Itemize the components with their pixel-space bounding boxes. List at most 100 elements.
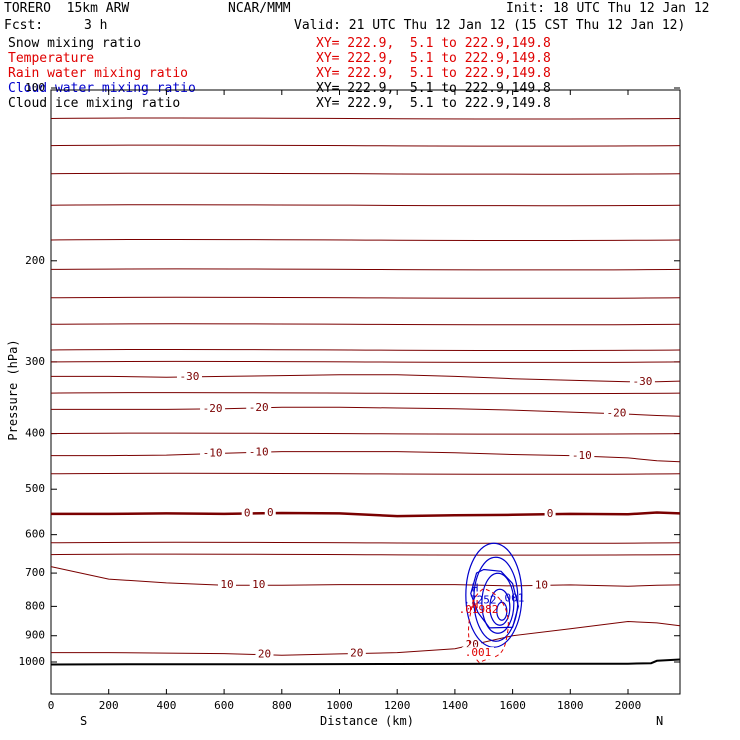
x-tick-label-2000: 2000 [615,699,642,712]
x-axis-title: Distance (km) [320,714,414,728]
isotherm-label-minus10-1: -10 [249,445,269,458]
center-title: NCAR/MMM [228,1,291,16]
rain-water-max-marker: H [472,598,479,611]
x-tick-label-400: 400 [156,699,176,712]
x-tick-label-1600: 1600 [499,699,526,712]
isotherm-label-minus20-1: -20 [249,401,269,414]
rain-water-contour-label-bg [461,647,494,660]
cloud-water-max-label: .7252 [463,594,496,607]
x-tick-label-1800: 1800 [557,699,584,712]
x-tick-label-0: 0 [48,699,55,712]
legend-cloud-water-xy: XY= 222.9, 5.1 to 222.9,149.8 [316,81,551,96]
y-axis-title: Pressure (hPa) [6,339,20,441]
isotherm-label-10-1: 10 [252,578,265,591]
background-contour-0 [50,117,681,120]
background-contour-4 [50,238,681,242]
legend-cloud-water-name: Cloud water mixing ratio [8,81,196,96]
cloud-water-outer-contour [470,568,519,629]
legend-snow-name: Snow mixing ratio [8,36,142,51]
isotherm-label-0-0: 0 [244,507,251,520]
plot-frame [50,89,681,695]
y-tick-label-400: 400 [25,427,45,440]
isotherm-label-20-1-bg [255,648,274,661]
legend-cloud-ice-xy: XY= 222.9, 5.1 to 222.9,149.8 [316,96,551,111]
isotherm-label-10-2-bg [532,579,551,592]
isotherm-0 [51,511,680,518]
x-tick-label-1400: 1400 [442,699,469,712]
background-contour-9 [50,360,681,363]
background-contour-11 [50,432,681,435]
cloud-water-contour-1 [473,556,519,642]
isotherm-label-minus30-0: -30 [180,370,200,383]
isotherm-minus30 [51,374,680,383]
legend-temperature-name: Temperature [8,51,95,66]
isotherm-label-minus30-1: -30 [632,375,652,388]
isotherm-20 [51,620,680,656]
background-contour-7 [50,323,681,326]
x-tick-label-1000: 1000 [326,699,353,712]
rain-water-max-label: .01982 [459,603,499,616]
north-label: N [656,714,664,728]
isotherm-label-10-1-bg [249,579,268,592]
isotherm-label-minus20-1-bg [246,401,272,414]
isotherm-label-20-0-bg [347,647,366,660]
isotherm-label-minus10-0: -10 [203,447,223,460]
isotherm-label-minus20-2: -20 [607,407,627,420]
x-tick-label-600: 600 [214,699,234,712]
legend-rain-name: Rain water mixing ratio [8,66,189,81]
y-tick-label-1000: 1000 [19,655,46,668]
y-tick-label-500: 500 [25,482,45,495]
legend-cloud-ice-name: Cloud ice mixing ratio [8,96,181,111]
cloud-water-contour-label: .001 [498,591,525,604]
isotherm-label-minus30-1-bg [629,375,655,388]
forecast-label: Fcst: [4,18,44,33]
isotherm-label-10-0-bg [217,579,236,592]
isotherm-label-0-0-bg [241,507,253,520]
y-tick-label-600: 600 [25,528,45,541]
background-contour-5 [50,268,681,271]
isotherm-label-minus20-0-bg [200,402,226,415]
isotherm-label-20-0: 20 [350,647,363,660]
terrain-line [50,658,680,666]
isotherm-label-0-2-bg [544,508,556,521]
isotherm-label-10-2: 10 [535,578,548,591]
legend-temperature-xy: XY= 222.9, 5.1 to 222.9,149.8 [316,51,551,66]
y-tick-label-100: 100 [25,81,45,94]
isotherm-label-minus10-2: -10 [572,449,592,462]
forecast-value: 3 h [84,18,108,33]
isotherm-label-10-0: 10 [220,578,233,591]
background-contour-2 [50,172,681,175]
model-title: TORERO 15km ARW [4,1,130,16]
isotherm-minus20 [51,406,680,417]
isotherm-label-minus20-0: -20 [203,402,223,415]
isotherm-label-0-2: 0 [547,507,554,520]
isotherm-label-minus10-2-bg [569,450,595,463]
background-contour-12 [50,472,681,475]
y-tick-label-800: 800 [25,599,45,612]
y-tick-label-700: 700 [25,566,45,579]
legend-snow-xy: XY= 222.9, 5.1 to 222.9,149.8 [316,36,551,51]
isotherm-label-minus10-0-bg [200,447,226,460]
x-tick-label-800: 800 [272,699,292,712]
isotherm-label-0-1-bg [264,507,276,520]
background-contour-3 [50,204,681,207]
x-tick-label-200: 200 [99,699,119,712]
y-tick-label-200: 200 [25,254,45,267]
cloud-water-contour-3 [489,588,511,626]
y-tick-label-900: 900 [25,629,45,642]
rain-water-contour-label: .001 [465,646,492,659]
background-contour-14 [50,553,681,556]
background-contour-13 [50,541,681,544]
isotherm-label-minus20-2-bg [603,407,629,420]
isotherm-minus10 [51,451,680,463]
isotherm-10 [50,566,680,587]
legend-rain-xy: XY= 222.9, 5.1 to 222.9,149.8 [316,66,551,81]
isotherm-label-0-1: 0 [267,506,274,519]
cloud-water-max-marker: H [472,582,479,595]
background-contour-6 [50,296,681,299]
init-time: Init: 18 UTC Thu 12 Jan 12 [506,1,710,16]
x-tick-label-1200: 1200 [384,699,411,712]
y-tick-label-300: 300 [25,355,45,368]
background-contour-10 [50,392,681,395]
